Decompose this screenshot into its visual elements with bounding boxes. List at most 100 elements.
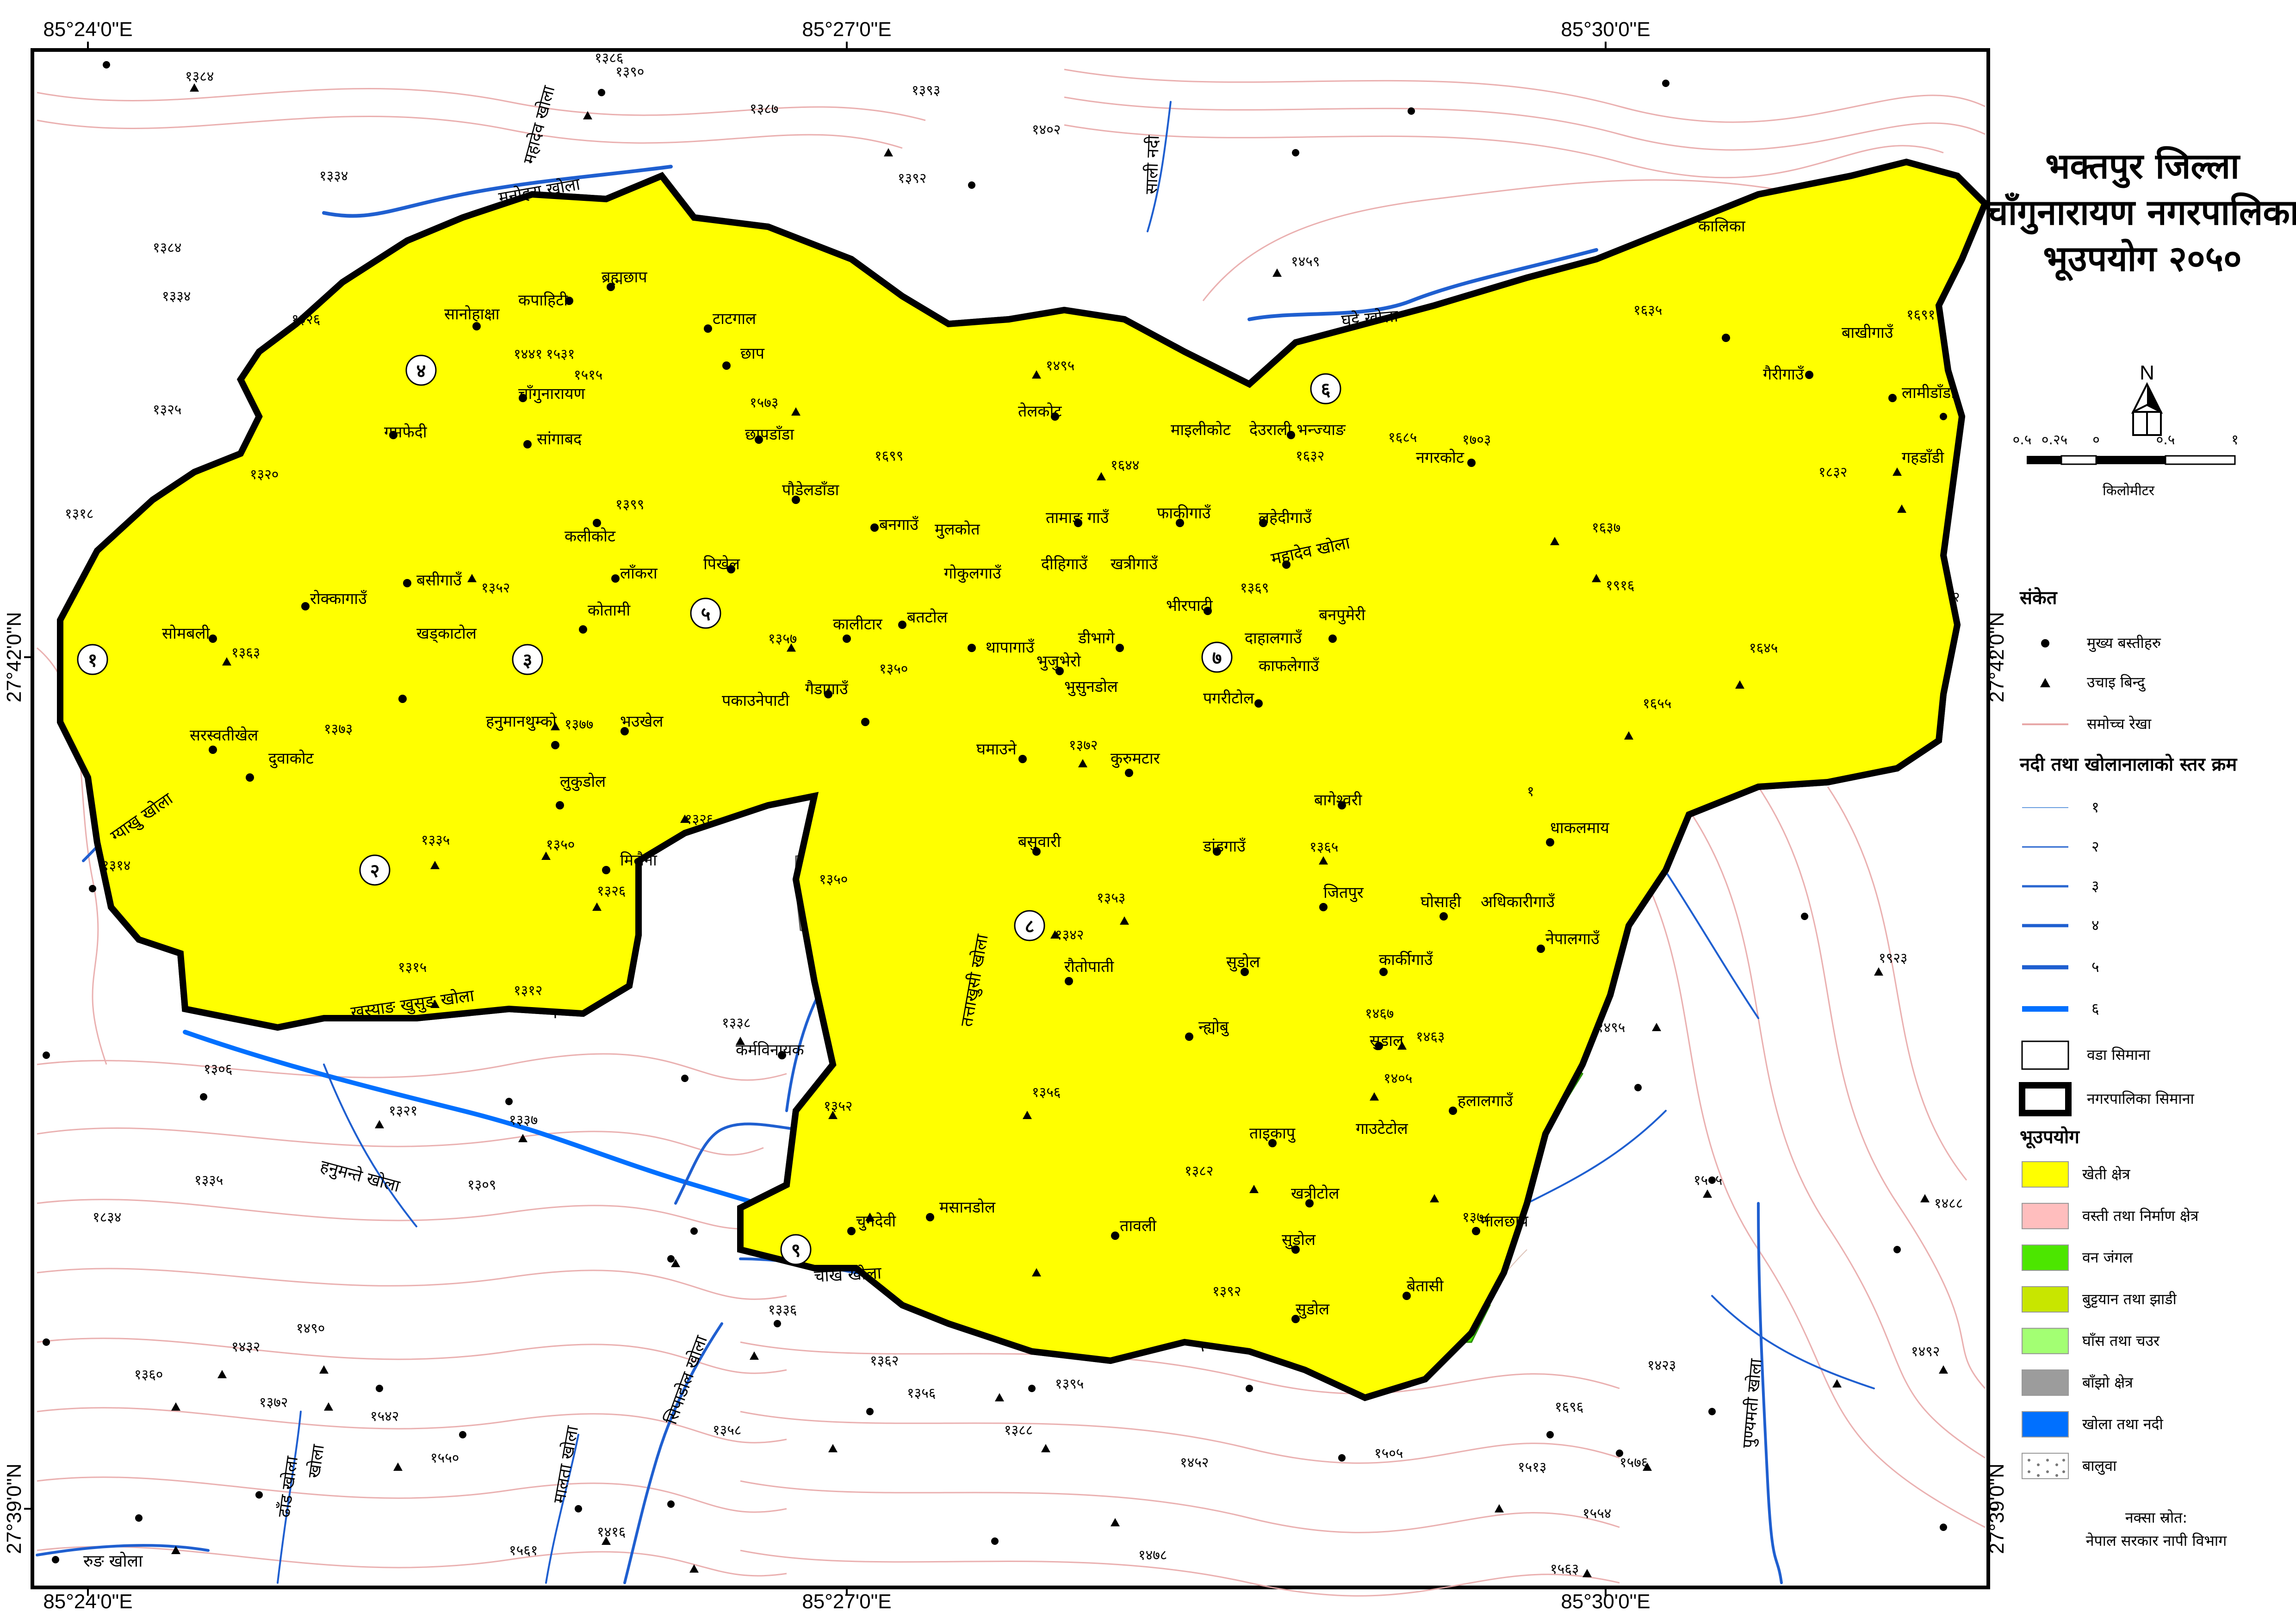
place-label: बाखीगाउँ	[1842, 324, 1894, 342]
elevation-labels: १३८४ १३८६ १३९० १३८७ १३९३ १४०२ १३९२ १३८४ …	[65, 50, 1963, 1577]
svg-text:वन जंगल: वन जंगल	[2082, 1249, 2133, 1266]
place-label: चाँगुनारायण	[518, 385, 586, 404]
place-label: कोतामी	[588, 601, 631, 620]
svg-text:१३९०: १३९०	[615, 64, 644, 80]
svg-text:१३६९: १३६९	[1240, 580, 1269, 596]
svg-text:१६३२: १६३२	[1296, 448, 1324, 464]
graticule-ticks	[24, 42, 1997, 1596]
svg-text:१३२६: १३२६	[292, 311, 320, 328]
svg-text:१९१६: १९१६	[1606, 578, 1634, 594]
place-label: कपाहिटी	[518, 291, 568, 310]
place-label: बतटोल	[907, 608, 948, 627]
svg-text:१: १	[2231, 432, 2239, 448]
svg-text:घाँस तथा चउर: घाँस तथा चउर	[2082, 1332, 2160, 1350]
svg-text:१९२३: १९२३	[1879, 950, 1907, 966]
place-label: गैरीगाउँ	[1763, 365, 1805, 384]
place-label: सांगाबद	[537, 430, 582, 448]
place-label: खत्रीगाउँ	[1111, 555, 1158, 573]
place-label: लाँकरा	[620, 564, 658, 583]
svg-text:१३१५: १३१५	[398, 959, 427, 976]
title-landuse: भूउपयोग २०५०	[2043, 238, 2241, 281]
ward-markers: १ २ ३ ४ ५ ६ ७ ८ ९	[77, 355, 1341, 1265]
boundary-label: १	[1527, 784, 1534, 800]
place-label: हनुमानथुम्को	[486, 712, 557, 731]
place-label: छाप	[740, 344, 765, 363]
svg-text:६: ६	[2091, 1000, 2099, 1017]
place-label: खत्रीटोल	[1291, 1184, 1340, 1203]
place-label: काफलेगाउँ	[1259, 657, 1320, 675]
svg-text:१३८२: १३८२	[1185, 1163, 1213, 1179]
svg-text:१४०५: १४०५	[1384, 1070, 1412, 1087]
settlement-points	[43, 61, 1947, 1563]
place-label: छापडाँडा	[745, 425, 794, 444]
place-label: कर्मविनायक	[736, 1041, 805, 1059]
place-label: पौडेलडाँडा	[782, 481, 840, 499]
place-label: कलीकोट	[565, 527, 616, 546]
svg-text:१३२०: १३२०	[250, 467, 279, 483]
svg-text:१: १	[2091, 798, 2099, 816]
place-label: रौतोपाती	[1064, 958, 1114, 976]
place-label: पिखेल	[703, 555, 740, 573]
svg-text:बालुवा: बालुवा	[2082, 1457, 2117, 1475]
svg-text:१३५२: १३५२	[824, 1098, 852, 1114]
place-label: बसुवारी	[1018, 833, 1061, 852]
svg-text:१४१६: १४१६	[597, 1524, 626, 1540]
legend-landuse-title: भूउपयोग	[2020, 1126, 2080, 1149]
svg-text:१३९२: १३९२	[1212, 1283, 1241, 1300]
svg-text:१६९६: १६९६	[1555, 1399, 1583, 1415]
svg-text:१३३५: १३३५	[194, 1172, 223, 1188]
svg-text:१३७८: १३७८	[1462, 1209, 1491, 1226]
svg-text:१४४१: १४४१	[514, 346, 542, 362]
ward-label-3: ३	[523, 650, 533, 671]
place-label: ब्रह्मछाप	[602, 268, 647, 286]
place-label: गाउटेटोल	[1356, 1120, 1409, 1138]
place-label: थापागाउँ	[986, 638, 1035, 657]
river-label-khola: खोला	[304, 1443, 328, 1479]
svg-text:१३५२: १३५२	[481, 580, 510, 596]
place-label: डांडगाउँ	[1203, 837, 1246, 856]
svg-text:१४७८: १४७८	[1138, 1547, 1167, 1563]
place-label: चुनदेवी	[856, 1212, 896, 1231]
place-label: फाकीगाउँ	[1157, 504, 1211, 523]
svg-text:समोच्च रेखा: समोच्च रेखा	[2087, 715, 2152, 733]
legend-boundaries: वडा सिमाना नगरपालिका सिमाना	[2019, 1040, 2194, 1116]
svg-text:१५०५: १५०५	[1374, 1445, 1403, 1462]
boundary-label: २	[1953, 589, 1960, 605]
svg-text:१६५५: १६५५	[1643, 696, 1671, 712]
svg-text:नगरपालिका सिमाना: नगरपालिका सिमाना	[2087, 1090, 2194, 1108]
svg-text:१३७३: १३७३	[324, 721, 353, 737]
place-label: बेतासी	[1407, 1277, 1444, 1295]
svg-text:१५५०: १५५०	[430, 1450, 459, 1466]
ward-marker-4: ४	[405, 355, 437, 386]
place-label: दाहालगाउँ	[1245, 629, 1303, 647]
place-label: गमफेदी	[384, 423, 428, 442]
svg-text:१५४२: १५४२	[370, 1408, 399, 1425]
legend-landuse: भूउपयोग खेती क्षेत्र वस्ती तथा निर्माण क…	[2020, 1126, 2199, 1479]
svg-text:१३३७: १३३७	[509, 1112, 538, 1128]
svg-text:१६३५: १६३५	[1633, 302, 1662, 318]
place-label: सुडोल	[1226, 953, 1260, 972]
coord-left-1: 27°42'0"N	[3, 612, 25, 703]
svg-text:खोला तथा नदी: खोला तथा नदी	[2082, 1415, 2164, 1433]
place-label: नेपालगाउँ	[1545, 930, 1600, 948]
svg-text:मुख्य बस्तीहरु: मुख्य बस्तीहरु	[2087, 634, 2161, 652]
place-label: रोक्कागाउँ	[310, 590, 367, 608]
svg-text:१५६१: १५६१	[509, 1543, 538, 1559]
elevation-points	[171, 83, 1948, 1577]
svg-text:१५०५: १५०५	[1694, 1172, 1722, 1188]
ward-label-7: ७	[1212, 647, 1222, 669]
place-label: मसानडोल	[939, 1198, 996, 1217]
place-label: टाटगाल	[713, 310, 757, 328]
svg-text:बाँझो क्षेत्र: बाँझो क्षेत्र	[2082, 1374, 2134, 1391]
svg-text:१४५२: १४५२	[1180, 1455, 1209, 1471]
place-label: बनगाउँ	[879, 516, 919, 534]
svg-text:१३८६: १३८६	[595, 50, 623, 66]
svg-text:१३२५: १३२५	[153, 402, 181, 418]
place-label: मिलैना	[620, 851, 658, 870]
place-label: पकाउनेपाटी	[722, 691, 790, 710]
svg-text:१३५६: १३५६	[1032, 1084, 1061, 1101]
svg-text:१३३४: १३३४	[319, 168, 348, 184]
ward-marker-3: ३	[512, 644, 543, 675]
svg-text:१३८८: १३८८	[1004, 1422, 1033, 1438]
svg-text:१३६०: १३६०	[134, 1367, 163, 1383]
